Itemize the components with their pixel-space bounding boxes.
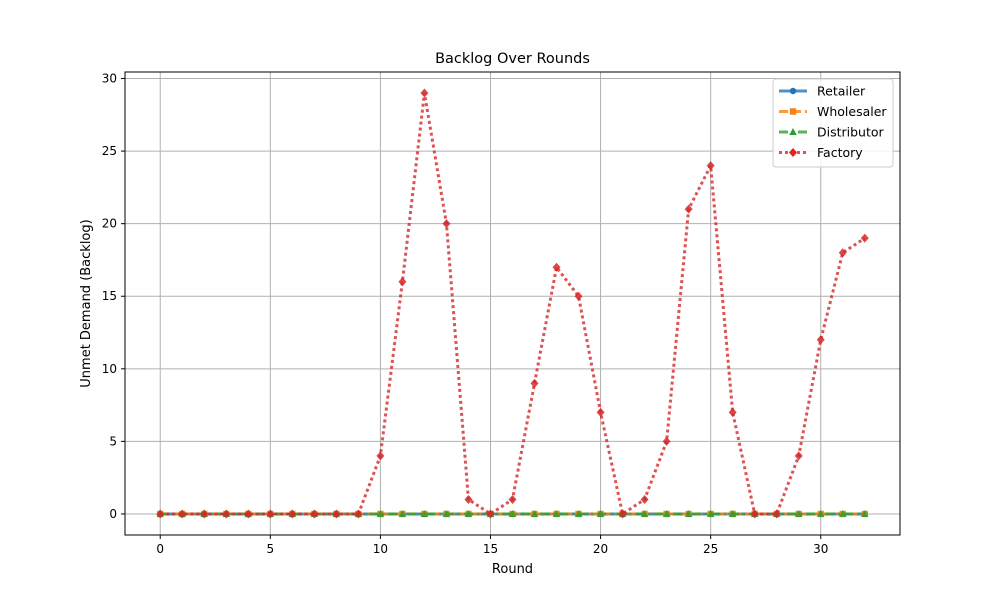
data-point-diamond: [530, 378, 539, 388]
series-factory: [156, 88, 869, 519]
data-point-diamond: [288, 509, 297, 519]
data-point-triangle: [552, 509, 561, 517]
data-point-triangle: [442, 509, 451, 517]
data-point-diamond: [640, 494, 649, 504]
data-point-triangle: [508, 509, 517, 517]
data-point-diamond: [684, 204, 693, 214]
data-point-square: [789, 108, 797, 115]
plot-area-frame: [124, 71, 901, 536]
data-point-diamond: [772, 509, 781, 519]
data-point-triangle: [860, 509, 869, 517]
x-tick-label: 0: [156, 542, 164, 556]
y-tick-label: 20: [102, 217, 117, 231]
data-point-diamond: [486, 509, 495, 519]
data-point-diamond: [662, 436, 671, 446]
data-point-diamond: [332, 509, 341, 519]
data-point-diamond: [838, 248, 847, 258]
legend-box: [772, 78, 894, 168]
data-point-triangle: [662, 509, 671, 517]
legend-label: Factory: [817, 145, 863, 160]
data-series: [156, 88, 869, 519]
data-point-diamond: [222, 509, 231, 519]
data-point-diamond: [728, 407, 737, 417]
data-point-triangle: [640, 509, 649, 517]
data-point-triangle: [398, 509, 407, 517]
data-point-diamond: [596, 407, 605, 417]
data-point-triangle: [816, 509, 825, 517]
legend-item: Retailer: [779, 84, 866, 99]
data-point-diamond: [266, 509, 275, 519]
axis-ticks: 0 5 10 15 20 25 30 0 5 10 15 20 25 30: [102, 72, 829, 556]
legend-item: Wholesaler: [779, 104, 887, 119]
data-point-diamond: [420, 88, 429, 98]
data-point-diamond: [354, 509, 363, 519]
data-point-triangle: [376, 509, 385, 517]
legend-label: Distributor: [817, 125, 885, 140]
legend-item: Factory: [779, 145, 863, 160]
data-point-diamond: [618, 509, 627, 519]
x-tick-label: 5: [266, 542, 274, 556]
data-point-triangle: [706, 509, 715, 517]
y-tick-label: 0: [109, 507, 117, 521]
data-point-diamond: [156, 509, 165, 519]
data-point-triangle: [596, 509, 605, 517]
y-tick-label: 25: [102, 144, 117, 158]
x-tick-label: 15: [483, 542, 498, 556]
data-point-diamond: [376, 451, 385, 461]
y-tick-label: 15: [102, 289, 117, 303]
data-point-diamond: [178, 509, 187, 519]
x-tick-label: 30: [813, 542, 828, 556]
legend: Retailer Wholesaler Distributor Factory: [772, 78, 894, 168]
data-point-circle: [789, 87, 797, 95]
data-point-triangle: [684, 509, 693, 517]
chart-title: Backlog Over Rounds: [435, 51, 590, 67]
data-point-diamond: [706, 161, 715, 171]
x-tick-label: 20: [593, 542, 608, 556]
data-point-diamond: [464, 494, 473, 504]
data-point-diamond: [244, 509, 253, 519]
y-tick-label: 10: [102, 362, 117, 376]
x-axis-title: Round: [492, 562, 533, 577]
data-point-diamond: [574, 291, 583, 301]
data-point-triangle: [574, 509, 583, 517]
data-point-triangle: [464, 509, 473, 517]
data-point-triangle: [789, 128, 797, 135]
data-point-diamond: [816, 335, 825, 345]
data-point-diamond: [398, 277, 407, 287]
data-point-diamond: [860, 233, 869, 243]
legend-label: Wholesaler: [817, 104, 887, 119]
x-tick-label: 10: [373, 542, 388, 556]
data-point-diamond: [552, 262, 561, 272]
legend-label: Retailer: [817, 84, 866, 99]
data-point-diamond: [508, 494, 517, 504]
data-point-diamond: [789, 148, 797, 157]
data-point-diamond: [794, 451, 803, 461]
data-point-triangle: [838, 509, 847, 517]
y-tick-label: 30: [102, 72, 117, 86]
y-axis-title: Unmet Demand (Backlog): [79, 219, 94, 387]
data-point-diamond: [310, 509, 319, 519]
data-point-triangle: [794, 509, 803, 517]
x-tick-label: 25: [703, 542, 718, 556]
data-point-diamond: [442, 219, 451, 229]
data-point-triangle: [420, 509, 429, 517]
y-tick-label: 5: [109, 434, 117, 448]
data-point-diamond: [200, 509, 209, 519]
data-point-triangle: [530, 509, 539, 517]
data-point-diamond: [750, 509, 759, 519]
data-point-triangle: [728, 509, 737, 517]
legend-item: Distributor: [779, 125, 885, 140]
